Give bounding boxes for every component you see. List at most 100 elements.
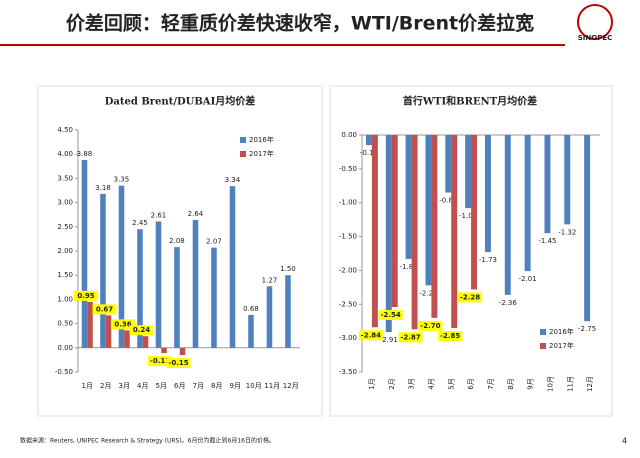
bar xyxy=(445,135,452,193)
bar xyxy=(161,347,167,354)
legend-swatch xyxy=(540,343,546,349)
x-tick-label: 9月 xyxy=(230,382,241,390)
x-tick-label: 10月 xyxy=(546,376,554,392)
logo-ring xyxy=(577,4,613,40)
bar xyxy=(405,135,412,259)
data-label: -1.08 xyxy=(459,212,477,220)
data-label: 1.50 xyxy=(280,265,296,273)
x-tick-label: 6月 xyxy=(174,382,185,390)
bar xyxy=(425,135,432,286)
data-label: 2.64 xyxy=(188,210,204,218)
data-label: -2.75 xyxy=(578,325,596,333)
bar xyxy=(179,347,186,356)
slide-title: 价差回顾：轻重质价差快速收窄，WTI/Brent价差拉宽 xyxy=(66,12,534,35)
label-highlight xyxy=(378,309,403,320)
bar xyxy=(371,135,378,328)
y-tick-label: 3.00 xyxy=(57,199,73,207)
bar xyxy=(87,301,93,348)
bar xyxy=(431,135,438,318)
data-label: -0.85 xyxy=(439,197,457,205)
x-tick-label: 3月 xyxy=(408,378,416,389)
x-tick-label: 10月 xyxy=(246,382,262,390)
bar xyxy=(142,336,149,348)
x-tick-label: 6月 xyxy=(467,378,475,389)
bar xyxy=(155,221,162,348)
x-tick-label: 2月 xyxy=(388,378,396,389)
y-tick-label: 4.00 xyxy=(57,150,73,158)
y-tick-label: 2.00 xyxy=(57,247,73,255)
data-label: 3.88 xyxy=(77,150,93,158)
x-tick-label: 12月 xyxy=(283,382,299,390)
bar xyxy=(524,135,531,272)
logo-text: SINOPEC xyxy=(578,34,613,42)
bar xyxy=(391,135,398,307)
y-tick-label: -1.50 xyxy=(339,233,357,241)
data-label: 0.95 xyxy=(77,292,94,300)
bar xyxy=(285,275,291,348)
x-tick-label: 4月 xyxy=(427,378,435,389)
data-label: -2.01 xyxy=(519,275,537,283)
data-label: -2.54 xyxy=(381,311,401,319)
y-tick-label: -0.50 xyxy=(55,368,73,376)
bar xyxy=(105,315,112,348)
bar xyxy=(465,135,472,209)
data-label: -0.15 xyxy=(360,149,378,157)
data-label: -2.85 xyxy=(440,332,460,340)
bar xyxy=(411,135,418,330)
chart-title: Dated Brent/DUBAI月均价差 xyxy=(105,95,256,108)
x-tick-label: 3月 xyxy=(119,382,130,390)
legend-swatch xyxy=(240,137,246,143)
legend-label: 2016年 xyxy=(249,135,274,144)
y-tick-label: 1.00 xyxy=(57,295,73,303)
bar xyxy=(266,286,273,348)
x-tick-label: 11月 xyxy=(566,376,574,392)
label-highlight xyxy=(398,332,423,343)
x-tick-label: 12月 xyxy=(586,376,594,392)
chart-frame xyxy=(37,85,323,417)
chart-frame xyxy=(329,85,613,417)
legend-label: 2016年 xyxy=(549,327,574,336)
bar xyxy=(484,135,491,253)
bar xyxy=(100,193,106,348)
x-tick-label: 4月 xyxy=(137,382,148,390)
bar xyxy=(248,314,254,348)
bar xyxy=(137,229,143,348)
x-tick-label: 1月 xyxy=(368,378,376,389)
legend-swatch xyxy=(240,151,246,157)
y-tick-label: 3.50 xyxy=(57,174,73,182)
bar xyxy=(229,186,236,348)
label-highlight xyxy=(74,290,99,301)
data-label: -2.70 xyxy=(420,322,440,330)
x-tick-label: 9月 xyxy=(527,378,535,389)
y-tick-label: 0.00 xyxy=(57,344,73,352)
data-label: -2.28 xyxy=(460,293,480,301)
y-tick-label: -2.50 xyxy=(339,300,357,308)
legend-swatch xyxy=(540,329,546,335)
data-label: 2.45 xyxy=(132,219,148,227)
x-tick-label: 11月 xyxy=(264,382,280,390)
data-label: -2.36 xyxy=(499,299,518,307)
bar xyxy=(451,135,458,328)
data-label: 2.08 xyxy=(169,237,185,245)
y-tick-label: -0.50 xyxy=(339,165,357,173)
data-label: -2.84 xyxy=(361,331,381,339)
page-number: 4 xyxy=(622,437,627,446)
y-tick-label: 4.50 xyxy=(57,126,73,134)
y-tick-label: -3.50 xyxy=(339,368,357,376)
x-tick-label: 7月 xyxy=(487,378,495,389)
label-highlight xyxy=(438,330,463,341)
bar xyxy=(174,247,180,348)
data-label: -2.91 xyxy=(380,336,398,344)
bar xyxy=(211,247,217,348)
bar xyxy=(504,135,511,295)
bar xyxy=(564,135,571,225)
data-label: -0.15 xyxy=(168,359,188,367)
bar xyxy=(118,185,125,348)
data-label: -2.87 xyxy=(400,333,420,341)
bar xyxy=(365,135,372,146)
y-tick-label: 1.50 xyxy=(57,271,73,279)
y-tick-label: 0.50 xyxy=(57,320,73,328)
bar xyxy=(192,220,199,348)
x-tick-label: 1月 xyxy=(82,382,93,390)
